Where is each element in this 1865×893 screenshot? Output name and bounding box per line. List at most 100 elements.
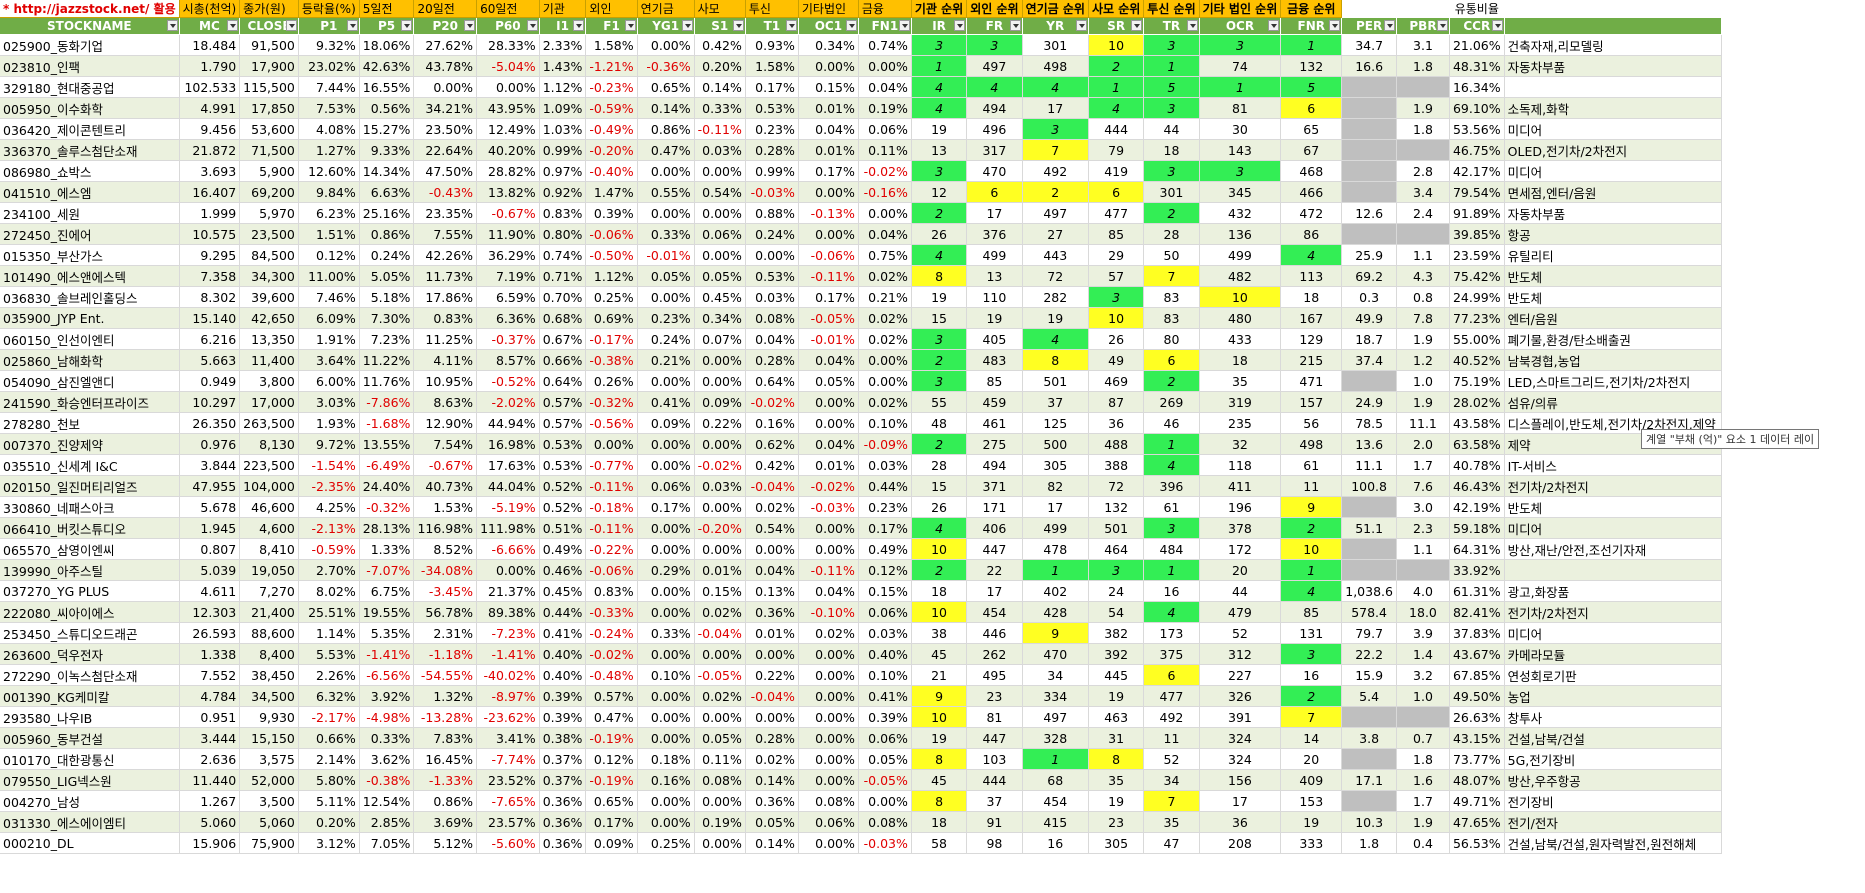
data-cell[interactable]: 46.43% bbox=[1449, 475, 1505, 497]
data-cell[interactable]: 68 bbox=[1022, 769, 1089, 791]
data-cell[interactable]: 24.40% bbox=[359, 475, 415, 497]
data-cell[interactable]: 26 bbox=[911, 496, 968, 518]
data-cell[interactable]: 0.20% bbox=[694, 55, 746, 77]
data-cell[interactable]: 0.54% bbox=[694, 181, 746, 203]
data-cell[interactable]: 17 bbox=[966, 202, 1023, 224]
data-cell[interactable]: 56.53% bbox=[1449, 832, 1505, 854]
stock-name-cell[interactable]: 036830_솔브레인홀딩스 bbox=[0, 286, 180, 308]
data-cell[interactable]: 0.04% bbox=[798, 580, 859, 602]
data-cell[interactable]: 415 bbox=[1022, 811, 1089, 833]
sector-cell[interactable]: 카메라모듈 bbox=[1504, 643, 1722, 665]
stock-name-cell[interactable]: 086980_쇼박스 bbox=[0, 160, 180, 182]
data-cell[interactable]: 171 bbox=[966, 496, 1023, 518]
data-cell[interactable]: 498 bbox=[1022, 55, 1089, 77]
data-cell[interactable]: -4.98% bbox=[359, 706, 415, 728]
column-header[interactable]: OC1 bbox=[798, 17, 859, 35]
data-cell[interactable]: 447 bbox=[966, 727, 1023, 749]
data-cell[interactable]: 34 bbox=[1143, 769, 1200, 791]
data-cell[interactable]: 0.03% bbox=[745, 286, 799, 308]
data-cell[interactable]: 21 bbox=[911, 664, 968, 686]
data-cell[interactable]: 1.0 bbox=[1396, 370, 1450, 392]
data-cell[interactable]: 16 bbox=[1143, 580, 1200, 602]
filter-dropdown-icon[interactable] bbox=[346, 20, 358, 31]
data-cell[interactable]: 34.21% bbox=[413, 97, 478, 119]
data-cell[interactable]: 0.00% bbox=[694, 790, 746, 812]
data-cell[interactable]: 72 bbox=[1088, 475, 1145, 497]
data-cell[interactable]: 269 bbox=[1143, 391, 1200, 413]
data-cell[interactable]: 42.19% bbox=[1449, 496, 1505, 518]
column-header[interactable]: FNR bbox=[1280, 17, 1343, 35]
column-header[interactable]: FR bbox=[966, 17, 1023, 35]
data-cell[interactable]: 23.57% bbox=[476, 811, 540, 833]
data-cell[interactable]: 3 bbox=[911, 370, 968, 392]
data-cell[interactable]: 81 bbox=[1199, 97, 1282, 119]
data-cell[interactable]: -2.17% bbox=[298, 706, 360, 728]
data-cell[interactable]: 0.22% bbox=[694, 412, 746, 434]
data-cell[interactable]: 43.95% bbox=[476, 97, 540, 119]
stock-name-cell[interactable]: 329180_현대중공업 bbox=[0, 76, 180, 98]
data-cell[interactable]: 34,300 bbox=[239, 265, 299, 287]
stock-name-cell[interactable]: 036420_제이콘텐트리 bbox=[0, 118, 180, 140]
data-cell[interactable]: 0.00% bbox=[476, 76, 540, 98]
filter-dropdown-icon[interactable] bbox=[227, 20, 239, 31]
column-header[interactable]: P1 bbox=[298, 17, 360, 35]
data-cell[interactable]: 396 bbox=[1143, 475, 1200, 497]
data-cell[interactable]: 501 bbox=[1022, 370, 1089, 392]
data-cell[interactable]: 0.00% bbox=[637, 517, 695, 539]
data-cell[interactable]: 0.12% bbox=[585, 748, 638, 770]
data-cell[interactable]: 37.4 bbox=[1341, 349, 1397, 371]
data-cell[interactable]: 0.02% bbox=[858, 391, 912, 413]
data-cell[interactable]: 497 bbox=[1022, 706, 1089, 728]
data-cell[interactable]: 0.00% bbox=[637, 811, 695, 833]
data-cell[interactable]: 1.8 bbox=[1396, 118, 1450, 140]
data-cell[interactable]: 19 bbox=[911, 118, 968, 140]
data-cell[interactable]: 11.25% bbox=[413, 328, 478, 350]
data-cell[interactable]: -0.11% bbox=[798, 265, 859, 287]
data-cell[interactable]: 0.28% bbox=[745, 349, 799, 371]
data-cell[interactable]: 18.0 bbox=[1396, 601, 1450, 623]
data-cell[interactable]: 0.33% bbox=[637, 223, 695, 245]
data-cell[interactable]: 0.03% bbox=[694, 139, 746, 161]
data-cell[interactable]: 1.33% bbox=[359, 538, 415, 560]
filter-dropdown-icon[interactable] bbox=[573, 20, 585, 31]
data-cell[interactable]: 63.58% bbox=[1449, 433, 1505, 455]
data-cell[interactable]: 196 bbox=[1199, 496, 1282, 518]
stock-name-cell[interactable]: 020150_일진머티리얼즈 bbox=[0, 475, 180, 497]
data-cell[interactable]: 10 bbox=[1280, 538, 1343, 560]
data-cell[interactable]: 4 bbox=[1280, 244, 1343, 266]
data-cell[interactable]: 0.00% bbox=[858, 790, 912, 812]
data-cell[interactable]: 7.05% bbox=[359, 832, 415, 854]
data-cell[interactable]: -0.02% bbox=[798, 475, 859, 497]
data-cell[interactable]: 73.77% bbox=[1449, 748, 1505, 770]
data-cell[interactable]: 2 bbox=[1088, 55, 1145, 77]
data-cell[interactable]: 1.7 bbox=[1396, 790, 1450, 812]
data-cell[interactable]: -0.32% bbox=[359, 496, 415, 518]
data-cell[interactable]: 375 bbox=[1143, 643, 1200, 665]
data-cell[interactable]: -0.32% bbox=[585, 391, 638, 413]
data-cell[interactable]: 6.75% bbox=[359, 580, 415, 602]
data-cell[interactable]: 12.49% bbox=[476, 118, 540, 140]
data-cell[interactable]: 1.32% bbox=[413, 685, 478, 707]
data-cell[interactable]: 0.00% bbox=[745, 244, 799, 266]
data-cell[interactable]: 19 bbox=[1088, 685, 1145, 707]
data-cell[interactable]: 0.04% bbox=[858, 76, 912, 98]
data-cell[interactable] bbox=[1341, 748, 1397, 770]
data-cell[interactable]: 5.4 bbox=[1341, 685, 1397, 707]
data-cell[interactable]: 89.38% bbox=[476, 601, 540, 623]
filter-dropdown-icon[interactable] bbox=[526, 20, 538, 31]
data-cell[interactable]: 0.36% bbox=[539, 832, 587, 854]
data-cell[interactable]: 7.6 bbox=[1396, 475, 1450, 497]
data-cell[interactable]: 0.69% bbox=[585, 307, 638, 329]
column-header[interactable]: T1 bbox=[745, 17, 799, 35]
data-cell[interactable]: 0.03% bbox=[694, 475, 746, 497]
data-cell[interactable]: -0.13% bbox=[798, 202, 859, 224]
data-cell[interactable]: -5.19% bbox=[476, 496, 540, 518]
data-cell[interactable]: 0.00% bbox=[694, 832, 746, 854]
data-cell[interactable]: 0.17% bbox=[798, 160, 859, 182]
data-cell[interactable]: -0.56% bbox=[585, 412, 638, 434]
data-cell[interactable]: 0.00% bbox=[694, 433, 746, 455]
data-cell[interactable]: 8 bbox=[911, 265, 968, 287]
data-cell[interactable]: -40.02% bbox=[476, 664, 540, 686]
stock-name-cell[interactable]: 025900_동화기업 bbox=[0, 34, 180, 56]
data-cell[interactable]: 0.00% bbox=[798, 55, 859, 77]
